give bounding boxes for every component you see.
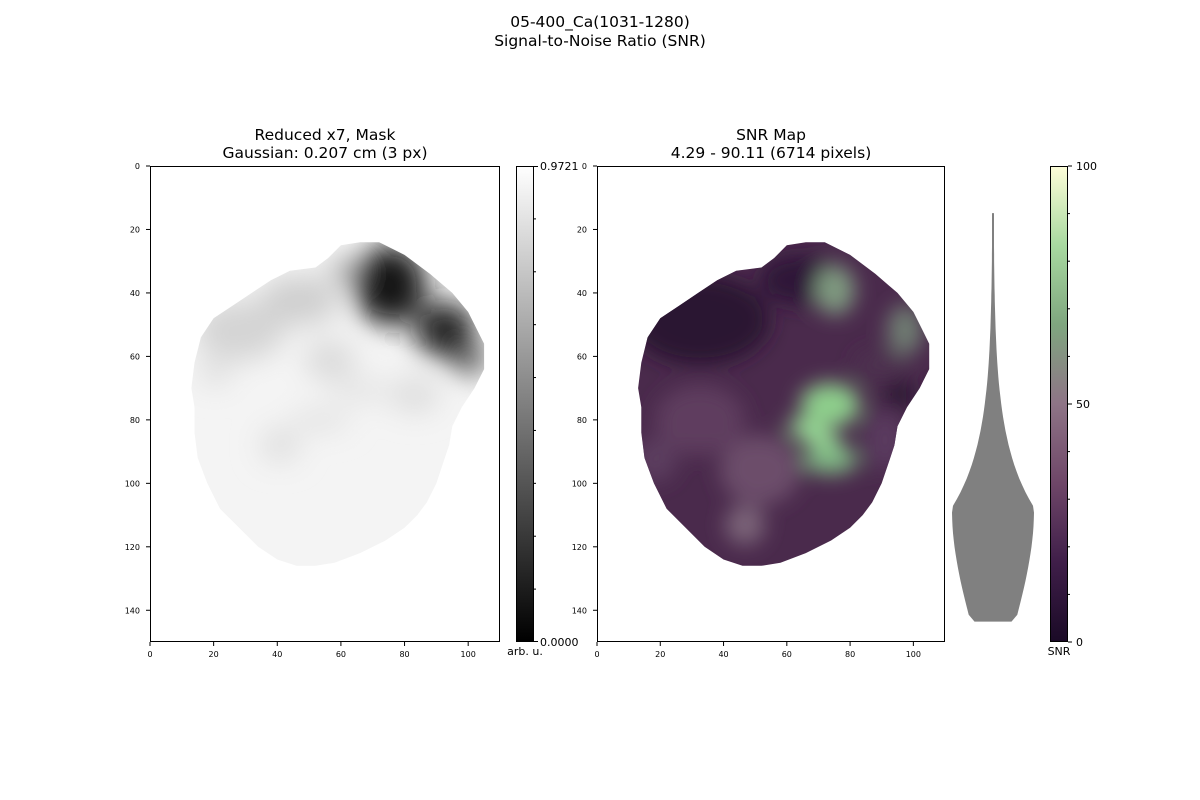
snr-x-tick-label: 60 — [782, 650, 792, 659]
mask-colorbar-gradient — [516, 166, 534, 642]
snr-x-tick-label: 80 — [845, 650, 855, 659]
mask-colorbar-minor-ticks — [534, 218, 536, 590]
mask-x-tick-label: 40 — [272, 650, 282, 659]
mask-panel-title-line2: Gaussian: 0.207 cm (3 px) — [222, 144, 428, 162]
snr-map-axes: 0 20 40 60 80 100 0 20 40 60 80 100 120 140 — [572, 162, 945, 659]
snr-colorbar-gradient — [1050, 166, 1068, 642]
mask-x-tick-label: 80 — [399, 650, 409, 659]
mask-y-tick-label: 100 — [125, 479, 140, 488]
snr-axes-ticks: 0 20 40 60 80 100 0 20 40 60 80 100 120 140 — [572, 162, 921, 659]
snr-x-tick-label: 20 — [655, 650, 665, 659]
snr-y-tick-label: 20 — [577, 225, 587, 234]
mask-colorbar-max-label: 0.9721 — [540, 160, 579, 173]
snr-panel-title-line2: 4.29 - 90.11 (6714 pixels) — [670, 144, 872, 162]
snr-colorbar-frame — [1050, 166, 1068, 642]
snr-y-tick-label: 0 — [582, 162, 587, 171]
mask-colorbar: 0.9721 0.0000 arb. u. — [507, 160, 578, 658]
snr-y-tick-label: 120 — [572, 543, 587, 552]
snr-y-tick-label: 80 — [577, 416, 587, 425]
snr-y-tick-label: 40 — [577, 289, 587, 298]
mask-y-tick-label: 120 — [125, 543, 140, 552]
mask-panel-title-line1: Reduced x7, Mask — [254, 126, 396, 144]
mask-panel-title: Reduced x7, Mask Gaussian: 0.207 cm (3 p… — [150, 126, 500, 162]
mask-y-tick-label: 60 — [130, 352, 140, 361]
mask-colorbar-label: arb. u. — [507, 645, 543, 658]
snr-x-tick-label: 0 — [594, 650, 599, 659]
mask-image-axes: 0 20 40 60 80 100 0 20 40 60 80 100 120 140 — [125, 162, 500, 659]
snr-x-tick-label: 100 — [906, 650, 921, 659]
mask-colorbar-min-label: 0.0000 — [540, 636, 579, 649]
mask-y-tick-label: 20 — [130, 225, 140, 234]
mask-x-tick-label: 20 — [209, 650, 219, 659]
mask-x-tick-label: 0 — [147, 650, 152, 659]
mask-x-tick-label: 100 — [461, 650, 476, 659]
snr-y-tick-label: 140 — [572, 606, 587, 615]
mask-x-tick-label: 60 — [336, 650, 346, 659]
figure-title-line2: Signal-to-Noise Ratio (SNR) — [494, 32, 706, 50]
figure-title: 05-400_Ca(1031-1280) Signal-to-Noise Rat… — [0, 13, 1200, 51]
mask-colorbar-frame — [516, 166, 534, 642]
snr-x-tick-label: 40 — [718, 650, 728, 659]
snr-colorbar-ticks: 0 50 100 — [1068, 160, 1097, 649]
snr-y-tick-label: 100 — [572, 479, 587, 488]
mask-axes-frame — [150, 166, 500, 642]
snr-colorbar-label: SNR — [1048, 645, 1071, 658]
snr-y-tick-label: 60 — [577, 352, 587, 361]
snr-colorbar-tick-label: 50 — [1076, 398, 1090, 411]
snr-panel-title: SNR Map 4.29 - 90.11 (6714 pixels) — [597, 126, 945, 162]
mask-y-tick-label: 140 — [125, 606, 140, 615]
mask-axes-ticks: 0 20 40 60 80 100 0 20 40 60 80 100 120 140 — [125, 162, 476, 659]
mask-y-tick-label: 80 — [130, 416, 140, 425]
figure-title-line1: 05-400_Ca(1031-1280) — [510, 13, 690, 31]
mask-y-tick-label: 40 — [130, 289, 140, 298]
snr-violin-plot — [952, 213, 1034, 622]
snr-colorbar-tick-label: 0 — [1076, 636, 1083, 649]
snr-colorbar: 0 50 100 SNR — [1048, 160, 1097, 658]
mask-y-tick-label: 0 — [135, 162, 140, 171]
snr-panel-title-line1: SNR Map — [736, 126, 806, 144]
snr-axes-frame — [597, 166, 945, 642]
snr-violin-body — [952, 213, 1034, 622]
snr-colorbar-tick-label: 100 — [1076, 160, 1097, 173]
